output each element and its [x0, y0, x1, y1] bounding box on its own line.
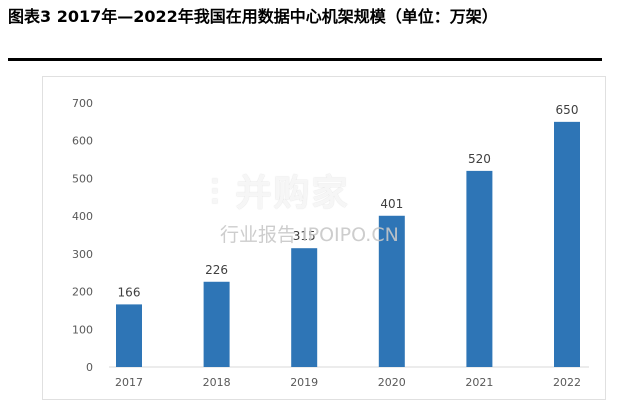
title-divider — [8, 58, 602, 61]
data-label: 401 — [380, 197, 403, 211]
y-axis-ticks: 0 100 200 300 400 500 600 700 — [72, 97, 93, 374]
x-tick-label: 2021 — [465, 376, 493, 389]
y-tick-label: 300 — [72, 248, 93, 261]
x-tick-label: 2022 — [553, 376, 581, 389]
y-tick-label: 100 — [72, 323, 93, 336]
data-label: 650 — [556, 103, 579, 117]
y-tick-label: 600 — [72, 135, 93, 148]
bar-chart: 0 100 200 300 400 500 600 700 166 226 315 401 520 65… — [72, 97, 589, 389]
x-tick-label: 2017 — [115, 376, 143, 389]
data-label: 166 — [118, 285, 141, 299]
bar — [466, 170, 493, 367]
y-tick-label: 500 — [72, 172, 93, 185]
data-labels: 166 226 315 401 520 650 — [118, 103, 579, 300]
y-tick-label: 400 — [72, 210, 93, 223]
x-axis-ticks: 2017 2018 2019 2020 2021 2022 — [115, 376, 581, 389]
data-label: 226 — [205, 263, 228, 277]
bar — [378, 215, 405, 367]
bar — [116, 304, 142, 367]
figure-title: 图表3 2017年—2022年我国在用数据中心机架规模（单位：万架） — [8, 7, 498, 26]
bar — [554, 121, 580, 367]
y-tick-label: 700 — [72, 97, 93, 110]
chart-panel: 0 100 200 300 400 500 600 700 166 226 315 401 520 65… — [42, 76, 606, 400]
data-label: 520 — [468, 152, 491, 166]
y-tick-label: 200 — [72, 286, 93, 299]
x-tick-label: 2018 — [203, 376, 231, 389]
x-tick-label: 2019 — [290, 376, 318, 389]
y-tick-label: 0 — [86, 361, 93, 374]
bar — [203, 281, 230, 367]
bar — [291, 248, 318, 367]
bar-series — [116, 121, 580, 367]
data-label: 315 — [293, 229, 316, 243]
x-tick-label: 2020 — [378, 376, 406, 389]
